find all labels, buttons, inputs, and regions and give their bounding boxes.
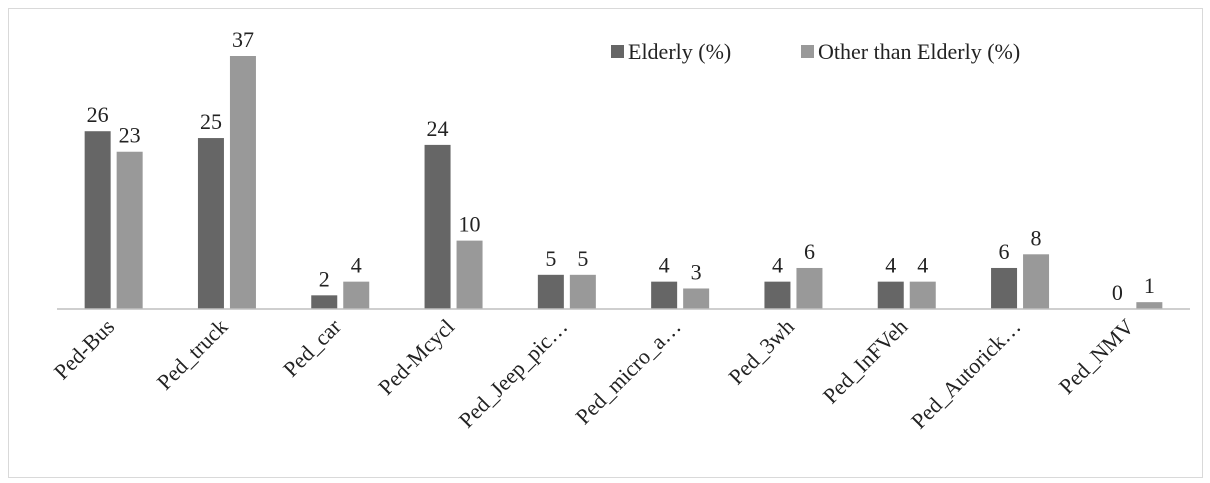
data-label-elderly-8: 6 xyxy=(999,239,1010,264)
x-tick-label-7: Ped_InFVeh xyxy=(818,314,913,409)
data-label-elderly-5: 4 xyxy=(659,253,670,278)
x-tick-label-3: Ped-Mcycl xyxy=(373,314,459,400)
legend-swatch-elderly xyxy=(611,45,624,58)
legend-label-other: Other than Elderly (%) xyxy=(818,39,1020,64)
bar-elderly-0 xyxy=(84,131,111,309)
bar-other-7 xyxy=(909,281,936,309)
bar-other-1 xyxy=(229,56,256,309)
x-tick-label-5: Ped_micro_a… xyxy=(570,314,685,429)
bar-other-4 xyxy=(569,274,596,309)
legend-swatch-other xyxy=(801,45,814,58)
data-label-elderly-1: 25 xyxy=(200,109,222,134)
bar-other-9 xyxy=(1136,302,1163,309)
data-label-elderly-3: 24 xyxy=(427,116,449,141)
bar-other-5 xyxy=(683,288,710,309)
bar-other-0 xyxy=(116,151,143,309)
data-label-elderly-7: 4 xyxy=(885,253,896,278)
bar-other-2 xyxy=(343,281,370,309)
data-label-other-6: 6 xyxy=(804,239,815,264)
bars-layer xyxy=(84,56,1163,309)
bar-elderly-3 xyxy=(424,144,451,309)
bar-elderly-1 xyxy=(197,138,224,309)
data-label-elderly-6: 4 xyxy=(772,253,783,278)
x-tick-labels-layer: Ped-Bus Ped_truck Ped_car Ped-McyclPed_Jeep… xyxy=(49,313,1139,433)
data-label-elderly-0: 26 xyxy=(87,102,109,127)
bar-elderly-7 xyxy=(877,281,904,309)
data-label-other-9: 1 xyxy=(1144,273,1155,298)
x-tick-label-4: Ped_Jeep_pic… xyxy=(454,314,573,433)
data-label-other-2: 4 xyxy=(351,253,362,278)
data-label-other-4: 5 xyxy=(577,246,588,271)
x-tick-label-9: Ped_NMV xyxy=(1054,314,1139,399)
x-tick-label-8: Ped_Autorick… xyxy=(906,314,1026,434)
x-tick-label-2: Ped_car xyxy=(278,313,346,381)
legend: Elderly (%) Other than Elderly (%) xyxy=(611,39,1020,64)
legend-label-elderly: Elderly (%) xyxy=(628,39,731,64)
data-label-other-3: 10 xyxy=(459,212,481,237)
data-label-other-5: 3 xyxy=(691,259,702,284)
data-label-elderly-9: 0 xyxy=(1112,280,1123,305)
x-tick-label-1: Ped_truck xyxy=(152,314,233,395)
x-tick-label-0: Ped-Bus xyxy=(49,314,119,384)
bar-elderly-8 xyxy=(991,267,1018,309)
bar-elderly-5 xyxy=(651,281,678,309)
data-label-other-0: 23 xyxy=(119,123,141,148)
data-label-other-7: 4 xyxy=(917,253,928,278)
bar-other-6 xyxy=(796,267,823,309)
data-label-other-1: 37 xyxy=(232,27,254,52)
data-label-elderly-2: 2 xyxy=(319,266,330,291)
x-tick-label-6: Ped_3wh xyxy=(723,314,799,390)
bar-other-8 xyxy=(1023,254,1050,309)
bar-elderly-6 xyxy=(764,281,791,309)
data-label-elderly-4: 5 xyxy=(545,246,556,271)
data-label-other-8: 8 xyxy=(1031,225,1042,250)
bar-other-3 xyxy=(456,240,483,309)
bar-elderly-2 xyxy=(311,295,338,309)
bar-elderly-4 xyxy=(537,274,564,309)
